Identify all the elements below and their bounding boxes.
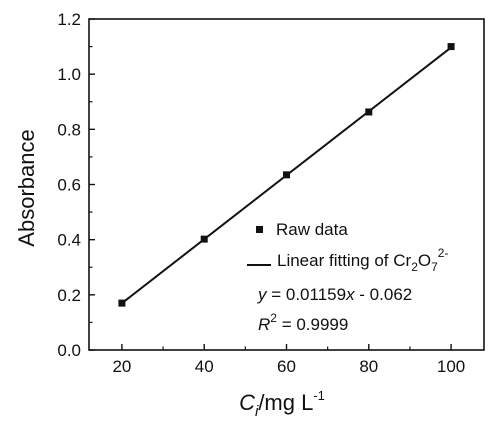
x-axis-symbol: C: [239, 390, 255, 415]
y-tick-label: 1.2: [57, 10, 81, 29]
x-tick-label: 20: [112, 357, 131, 376]
y-tick-label: 1.0: [57, 65, 81, 84]
y-tick-label: 0.8: [57, 120, 81, 139]
data-point: [200, 235, 208, 243]
data-points: [118, 43, 455, 307]
x-tick-label: 100: [437, 357, 465, 376]
ticks: 20 40 60 80 100 0.0 0.2 0.4 0.6 0.8 1.0 1.2: [57, 10, 465, 376]
y-axis-title: Absorbance: [14, 129, 39, 246]
y-tick-label: 0.2: [57, 286, 81, 305]
legend-fit-label: Linear fitting of Cr2O72-: [277, 246, 448, 274]
x-tick-label: 80: [359, 357, 378, 376]
data-point: [283, 171, 290, 179]
legend-raw-label: Raw data: [276, 220, 348, 239]
x-tick-label: 40: [195, 357, 214, 376]
legend-raw-marker: [256, 226, 263, 233]
x-axis-superscript: -1: [313, 388, 325, 403]
x-tick-label: 60: [277, 357, 296, 376]
fit-equation: y = 0.01159x - 0.062: [257, 285, 412, 304]
y-tick-label: 0.0: [57, 341, 81, 360]
r-squared: R2 = 0.9999: [258, 311, 348, 334]
x-axis-unit: /mg L: [258, 390, 313, 415]
y-tick-label: 0.6: [57, 176, 81, 195]
data-point: [447, 43, 455, 51]
y-tick-label: 0.4: [57, 231, 81, 250]
legend: Raw data Linear fitting of Cr2O72-: [247, 220, 448, 274]
x-axis-title: Ci/mg L-1: [239, 388, 325, 420]
data-point: [118, 299, 126, 307]
x-axis-subscript: i: [255, 403, 259, 420]
data-point: [365, 108, 373, 116]
